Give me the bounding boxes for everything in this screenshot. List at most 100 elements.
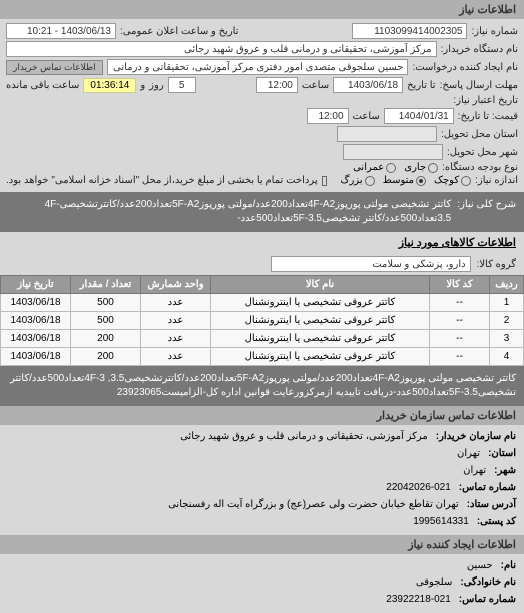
lbl-price-until: قیمت: تا تاریخ:: [458, 111, 518, 122]
cell-code: --: [430, 348, 490, 366]
lbl-size-large: بزرگ: [341, 175, 363, 186]
section-info-header: اطلاعات نیاز: [0, 0, 524, 19]
lbl-hour-1: ساعت: [302, 80, 329, 91]
lbl-budget-type: نوع بودجه دستگاه:: [442, 162, 518, 173]
cell-date: 1403/06/18: [1, 348, 71, 366]
val-name: حسین: [467, 558, 493, 574]
lbl-address: آدرس ستاد:: [467, 497, 516, 513]
radio-budget-current[interactable]: [428, 163, 438, 173]
lbl-until-date-1: تا تاریخ: [407, 80, 436, 91]
lbl-org-name: نام سازمان خریدار:: [436, 429, 516, 445]
lbl-city: شهر محل تحویل:: [447, 147, 518, 158]
chk-partial-payment[interactable]: [322, 176, 327, 186]
lbl-province2: استان:: [488, 446, 516, 462]
th-unit: واحد شمارش: [141, 276, 211, 294]
val-province: تهران: [457, 446, 480, 462]
cell-qty: 200: [71, 348, 141, 366]
fld-province: [337, 126, 437, 142]
lbl-announce-dt: تاریخ و ساعت اعلان عمومی:: [120, 26, 239, 37]
timer-remaining: 01:36:14: [83, 78, 136, 93]
lbl-response-deadline: مهلت ارسال پاسخ:: [440, 80, 518, 91]
general-title-box: شرح کلی نیاز: کاتتر تشخیصی مولتی پورپوز4…: [0, 192, 524, 232]
fld-announce-dt: 1403/06/13 - 10:21: [6, 23, 116, 39]
cell-qty: 200: [71, 330, 141, 348]
fld-general-title: کاتتر تشخیصی مولتی پورپوز4F-A2تعداد200عد…: [8, 198, 451, 226]
radio-size-large[interactable]: [365, 176, 375, 186]
cell-name: کاتتر عروقی تشخیصی یا اینترونشنال: [211, 294, 430, 312]
lbl-partial-payment: پرداخت تمام یا بخشی از مبلغ خرید،از محل …: [6, 175, 318, 186]
cell-name: کاتتر عروقی تشخیصی یا اینترونشنال: [211, 348, 430, 366]
btn-buyer-contact[interactable]: اطلاعات تماس خریدار: [6, 60, 103, 75]
lbl-hour-2: ساعت: [353, 111, 380, 122]
lbl-city2: شهر:: [494, 463, 516, 479]
lbl-budget-current: جاری: [404, 162, 426, 173]
cell-idx: 2: [490, 312, 524, 330]
cell-unit: عدد: [141, 312, 211, 330]
cell-name: کاتتر عروقی تشخیصی یا اینترونشنال: [211, 312, 430, 330]
buyer-body: نام سازمان خریدار: مرکز آموزشی، تحقیقاتی…: [0, 425, 524, 535]
table-row: 2--کاتتر عروقی تشخیصی یا اینترونشنالعدد5…: [1, 312, 524, 330]
fld-response-date: 1403/06/18: [333, 77, 403, 93]
fld-validity-date: 1404/01/31: [384, 108, 454, 124]
fld-validity-hour: 12:00: [307, 108, 349, 124]
th-row: ردیف: [490, 276, 524, 294]
creator-section-header: اطلاعات ایجاد کننده نیاز: [0, 535, 524, 554]
lbl-goods-group: گروه کالا:: [477, 259, 516, 270]
lbl-days: روز: [149, 80, 164, 91]
budget-radios: جاری عمرانی: [353, 162, 438, 173]
lbl-request-number: شماره نیاز:: [471, 26, 518, 37]
table-row: 4--کاتتر عروقی تشخیصی یا اینترونشنالعدد2…: [1, 348, 524, 366]
th-code: کد کالا: [430, 276, 490, 294]
cell-qty: 500: [71, 312, 141, 330]
th-qty: تعداد / مقدار: [71, 276, 141, 294]
cell-code: --: [430, 294, 490, 312]
size-radios: کوچک متوسط بزرگ: [341, 175, 472, 186]
lbl-buyer-name: نام دستگاه خریدار:: [441, 44, 518, 55]
fld-buyer-name: مرکز آموزشی، تحقیقاتی و درمانی قلب و عرو…: [6, 41, 437, 57]
val-phone: 22042026-021: [386, 480, 451, 496]
table-row: 3--کاتتر عروقی تشخیصی یا اینترونشنالعدد2…: [1, 330, 524, 348]
cell-idx: 4: [490, 348, 524, 366]
lbl-size-medium: متوسط: [383, 175, 414, 186]
lbl-general-title: شرح کلی نیاز:: [457, 198, 516, 226]
cell-date: 1403/06/18: [1, 294, 71, 312]
val-city: تهران: [463, 463, 486, 479]
lbl-size-small: کوچک: [434, 175, 459, 186]
cell-unit: عدد: [141, 330, 211, 348]
fld-city: [343, 144, 443, 160]
info-body: شماره نیاز: 1103099414002305 تاریخ و ساع…: [0, 19, 524, 192]
lbl-validity: تاریخ اعتبار نیاز:: [453, 95, 518, 106]
fld-valid-days: 5: [168, 77, 196, 93]
lbl-requester: نام ایجاد کننده درخواست:: [412, 62, 518, 73]
radio-size-medium[interactable]: [416, 176, 426, 186]
cell-name: کاتتر عروقی تشخیصی یا اینترونشنال: [211, 330, 430, 348]
radio-budget-capital[interactable]: [386, 163, 396, 173]
creator-body: نام: حسین نام خانوادگی: سلجوقی شماره تما…: [0, 554, 524, 613]
fld-requester: حسین سلجوقی متصدی امور دفتری مرکز آموزشی…: [107, 59, 409, 75]
cell-unit: عدد: [141, 294, 211, 312]
lbl-phone: شماره تماس:: [459, 480, 516, 496]
lbl-and: و: [140, 80, 145, 91]
lbl-postal: کد پستی:: [477, 514, 516, 530]
lbl-name: نام:: [501, 558, 516, 574]
lbl-phone2: شماره تماس:: [459, 592, 516, 608]
val-address: تهران تقاطع خیابان حضرت ولی عصر(عج) و بز…: [168, 497, 459, 513]
cell-unit: عدد: [141, 348, 211, 366]
lbl-budget-capital: عمرانی: [353, 162, 384, 173]
lbl-need-size: اندازه نیاز:: [475, 175, 518, 186]
cell-qty: 500: [71, 294, 141, 312]
buyer-section-header: اطلاعات تماس سازمان خریدار: [0, 406, 524, 425]
cell-date: 1403/06/18: [1, 312, 71, 330]
val-postal: 1995614331: [413, 514, 469, 530]
cell-idx: 3: [490, 330, 524, 348]
cell-code: --: [430, 330, 490, 348]
val-phone2: 23922218-021: [386, 592, 451, 608]
cell-code: --: [430, 312, 490, 330]
table-row: 1--کاتتر عروقی تشخیصی یا اینترونشنالعدد5…: [1, 294, 524, 312]
th-name: نام کالا: [211, 276, 430, 294]
radio-size-small[interactable]: [461, 176, 471, 186]
th-date: تاریخ نیاز: [1, 276, 71, 294]
cell-idx: 1: [490, 294, 524, 312]
val-org-name: مرکز آموزشی، تحقیقاتی و درمانی قلب و عرو…: [180, 429, 428, 445]
fld-request-number: 1103099414002305: [352, 23, 468, 39]
